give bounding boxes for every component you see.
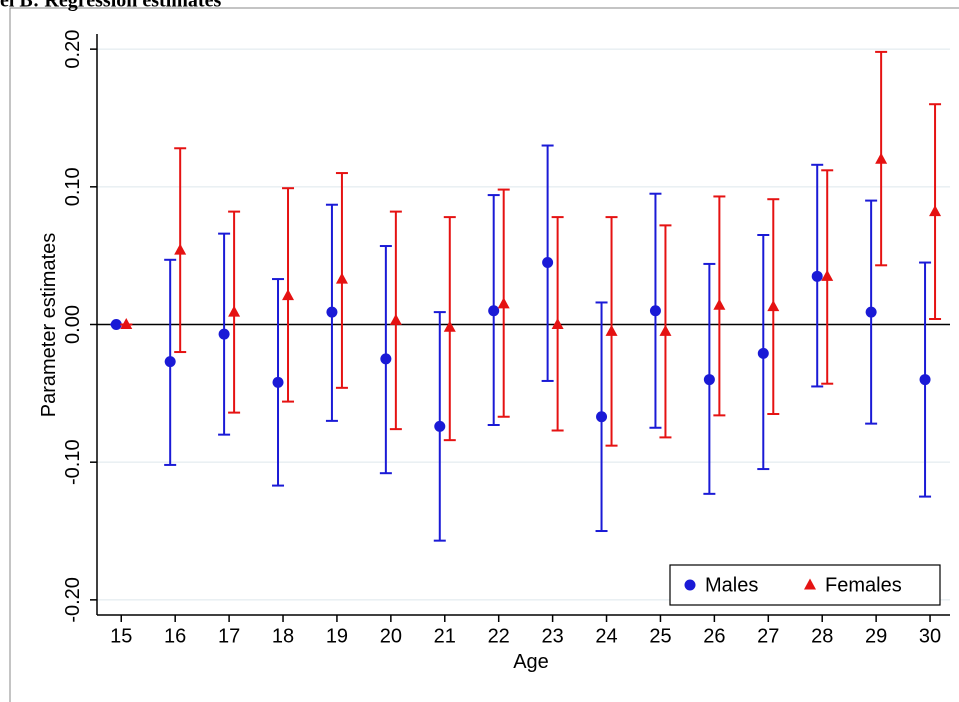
point: [757, 347, 769, 359]
x-tick-label: 15: [110, 625, 132, 647]
point: [110, 319, 122, 330]
point: [659, 324, 672, 336]
point: [596, 411, 608, 423]
y-tick-label: -0.20: [62, 577, 84, 623]
point: [174, 243, 187, 255]
point: [488, 305, 500, 317]
x-tick-label: 18: [272, 625, 294, 647]
x-tick-label: 17: [218, 625, 240, 647]
frame: [9, 7, 959, 702]
x-tick-label: 24: [595, 625, 617, 647]
x-tick-label: 30: [919, 625, 941, 647]
x-tick-label: 25: [649, 625, 671, 647]
point: [542, 257, 554, 269]
point: [929, 205, 942, 217]
point: [335, 272, 348, 284]
x-tick-label: 29: [865, 625, 887, 647]
legend-label: Males: [705, 574, 758, 596]
x-axis-title: Age: [513, 651, 549, 673]
point: [228, 305, 241, 317]
point: [120, 318, 133, 329]
x-tick-label: 22: [488, 625, 510, 647]
x-tick-label: 27: [757, 625, 779, 647]
y-tick-label: 0.20: [62, 30, 84, 69]
point: [821, 269, 834, 281]
point: [919, 374, 931, 386]
legend-marker: [804, 578, 816, 590]
point: [389, 313, 402, 325]
point: [497, 297, 510, 309]
x-tick-label: 26: [703, 625, 725, 647]
legend-box: [669, 564, 941, 606]
x-tick-label: 19: [326, 625, 348, 647]
point: [326, 306, 338, 318]
point: [875, 152, 888, 164]
y-tick-label: -0.10: [62, 439, 84, 485]
point: [380, 353, 392, 365]
y-axis-title: Parameter estimates: [38, 233, 60, 418]
panel-title: el B: Regression estimates: [0, 0, 221, 12]
point: [282, 289, 295, 301]
x-tick-label: 28: [811, 625, 833, 647]
point: [218, 328, 230, 340]
y-tick-label: 0.10: [62, 167, 84, 206]
point: [811, 270, 823, 282]
point: [865, 306, 877, 318]
x-tick-label: 20: [380, 625, 402, 647]
point: [767, 300, 780, 312]
y-tick-label: 0.00: [62, 305, 84, 344]
point: [713, 298, 726, 310]
x-tick-label: 23: [541, 625, 563, 647]
point: [434, 420, 446, 432]
point: [164, 356, 176, 368]
point: [605, 324, 618, 336]
point: [272, 376, 284, 388]
x-tick-label: 21: [434, 625, 456, 647]
legend-label: Females: [825, 574, 902, 596]
point: [443, 320, 456, 332]
point: [703, 374, 715, 386]
legend-marker: [684, 579, 696, 591]
point: [649, 305, 661, 317]
x-tick-label: 16: [164, 625, 186, 647]
point: [551, 318, 564, 329]
